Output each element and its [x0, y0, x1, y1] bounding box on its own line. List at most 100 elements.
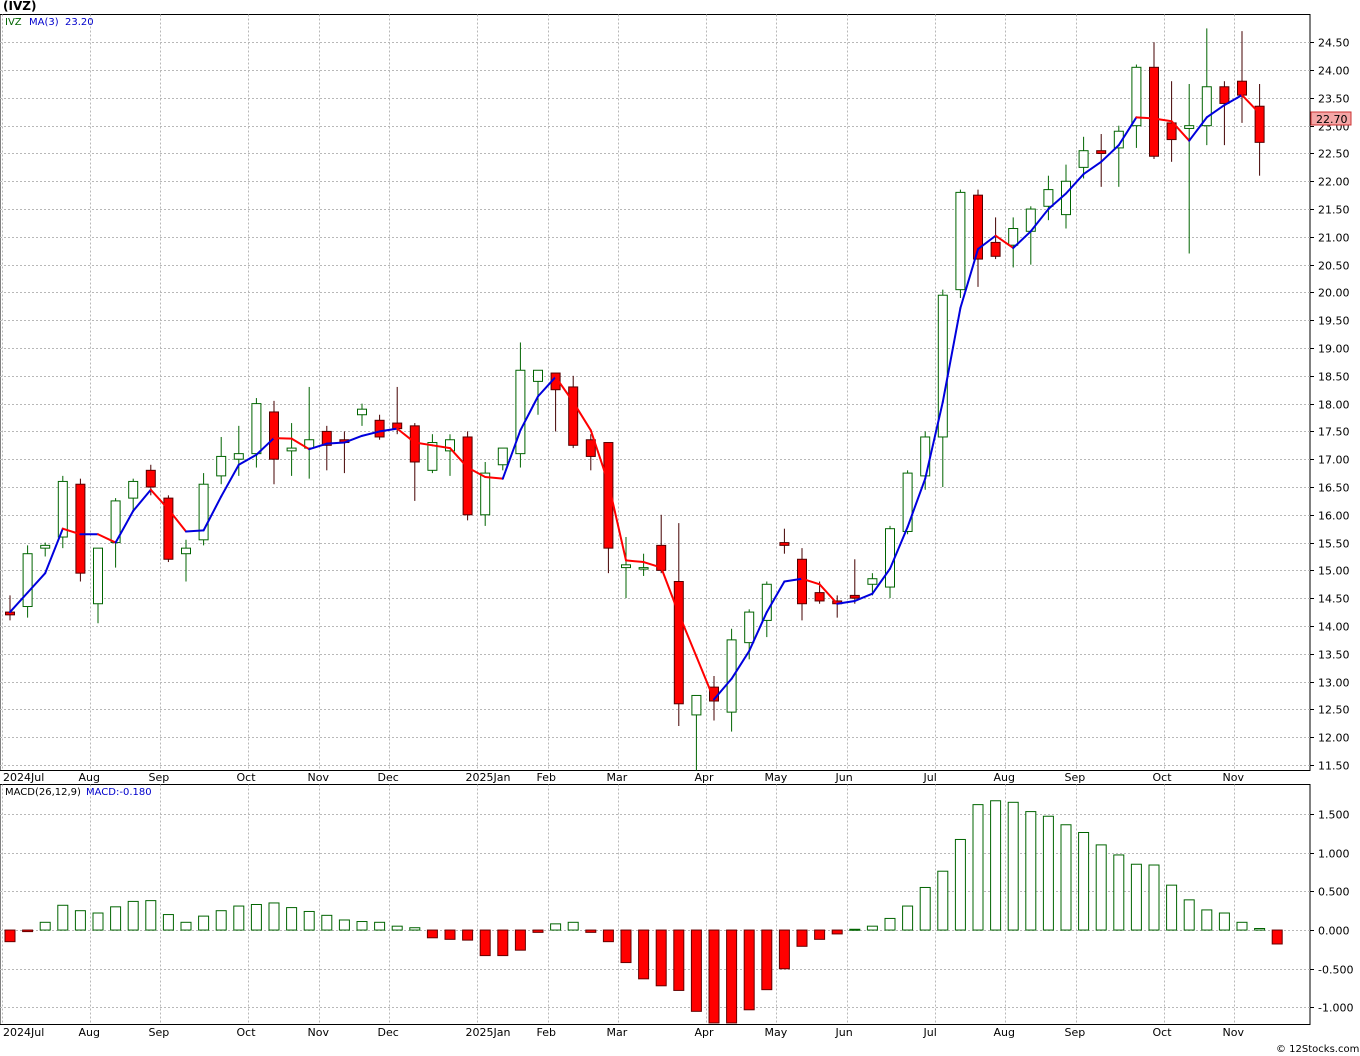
- ma-segment: [343, 434, 363, 444]
- ma-segment: [677, 612, 698, 658]
- macd-bar-negative: [532, 929, 544, 933]
- ma-segment: [202, 495, 223, 532]
- month-label: Nov: [308, 771, 330, 784]
- candle-body: [163, 497, 174, 560]
- month-label: Jul: [923, 771, 937, 784]
- candle-body: [1096, 150, 1107, 154]
- ma-segment: [994, 234, 1015, 249]
- candle-down: [75, 478, 86, 582]
- ma-segment: [396, 427, 416, 444]
- macd-bar-negative: [673, 929, 685, 991]
- candle-down: [849, 559, 860, 604]
- macd-bar-positive: [74, 910, 86, 931]
- candle-body: [216, 455, 227, 477]
- candle-up: [533, 369, 543, 415]
- ma-line: [9, 94, 1261, 701]
- price-x-axis: 2024Jul Aug Sep Oct Nov Dec 2025Jan Feb Mar Apr Ma…: [3, 771, 1244, 784]
- candle-body: [1149, 66, 1159, 157]
- ma-segment: [220, 463, 240, 498]
- candle-down: [1096, 134, 1107, 187]
- month-label: 2025Jan: [466, 1026, 511, 1039]
- ma-segment: [959, 248, 979, 310]
- month-label: Nov: [1223, 1026, 1245, 1039]
- candle-body: [1166, 122, 1177, 141]
- ma-segment: [44, 527, 64, 575]
- candle-body: [462, 436, 473, 516]
- candle-body: [181, 547, 191, 555]
- price-tick-label: 13.50: [1318, 649, 1350, 662]
- candle-down: [1149, 42, 1159, 160]
- ma-segment: [1170, 120, 1191, 142]
- price-tick-label: 18.00: [1318, 399, 1350, 412]
- macd-bar-positive: [1095, 844, 1107, 931]
- candle-up: [638, 553, 649, 576]
- candle-body: [779, 542, 790, 546]
- candle-down: [603, 442, 614, 574]
- macd-bar-positive: [215, 910, 227, 931]
- macd-bar-negative: [761, 929, 773, 991]
- ma-segment: [607, 482, 627, 562]
- price-tick-label: 20.00: [1318, 287, 1350, 300]
- legend-ma-label: MA(3): [29, 17, 59, 28]
- candle-up: [902, 470, 913, 535]
- macd-bar-positive: [321, 914, 333, 931]
- macd-bar-positive: [409, 927, 421, 931]
- ma-segment: [836, 599, 856, 605]
- macd-bar-negative: [479, 929, 491, 957]
- macd-bar-positive: [884, 917, 896, 931]
- ma-segment: [167, 508, 187, 533]
- macd-bar-positive: [550, 923, 562, 931]
- price-tick-label: 21.00: [1318, 232, 1350, 245]
- ma-segment: [519, 395, 539, 432]
- macd-bar-positive: [110, 906, 122, 931]
- ma-segment: [642, 561, 663, 569]
- candle-down: [1254, 83, 1265, 176]
- macd-bar-negative: [655, 929, 667, 987]
- ma-segment: [290, 437, 311, 451]
- ma-segment: [1047, 192, 1067, 211]
- candle-up: [1043, 175, 1054, 221]
- macd-bar-negative: [620, 929, 632, 964]
- price-y-axis: 11.50 12.00 12.50 13.00 13.50 14.00 14.50 15.00…: [1310, 37, 1350, 773]
- price-tick-label: 21.50: [1318, 204, 1350, 217]
- ma-segment: [924, 400, 944, 480]
- price-tick-label: 16.50: [1318, 482, 1350, 495]
- ma-segment: [730, 649, 751, 680]
- month-label: 2025Jan: [466, 771, 511, 784]
- price-tick-label: 12.00: [1318, 732, 1350, 745]
- candle-up: [480, 461, 491, 526]
- macd-bar-negative: [602, 929, 614, 943]
- candle-up: [445, 434, 455, 476]
- price-tick-label: 16.00: [1318, 510, 1350, 523]
- candle-down: [990, 217, 1001, 260]
- candle-body: [1254, 105, 1265, 143]
- month-label: Dec: [378, 771, 399, 784]
- macd-tick-label: 0.500: [1318, 886, 1350, 899]
- ma-segment: [378, 427, 399, 433]
- candle-down: [779, 528, 790, 554]
- macd-bar-positive: [567, 921, 579, 931]
- month-label: Oct: [1153, 771, 1173, 784]
- candle-body: [761, 583, 772, 621]
- chart-title: (IVZ): [3, 0, 36, 13]
- candle-body: [93, 547, 103, 605]
- macd-bar-positive: [866, 925, 878, 931]
- macd-bar-positive: [338, 919, 350, 931]
- month-label: Jun: [835, 1026, 853, 1039]
- candle-body: [321, 430, 332, 446]
- ma-segment: [1065, 173, 1085, 195]
- candle-body: [198, 483, 209, 541]
- macd-grid: [0, 784, 1310, 1025]
- candle-body: [533, 369, 543, 382]
- month-label: Sep: [149, 771, 170, 784]
- macd-y-axis: 1.500 1.000 0.500 0.000 -0.500 -1.000: [1310, 809, 1353, 1015]
- candle-body: [1008, 228, 1019, 246]
- month-label: Oct: [237, 771, 257, 784]
- ma-segment: [1223, 94, 1243, 107]
- ma-segment: [149, 488, 170, 511]
- month-label: Apr: [695, 771, 715, 784]
- month-label: Sep: [1065, 1026, 1086, 1039]
- macd-bar-positive: [162, 914, 174, 931]
- month-label: Dec: [378, 1026, 399, 1039]
- candle-body: [145, 469, 156, 488]
